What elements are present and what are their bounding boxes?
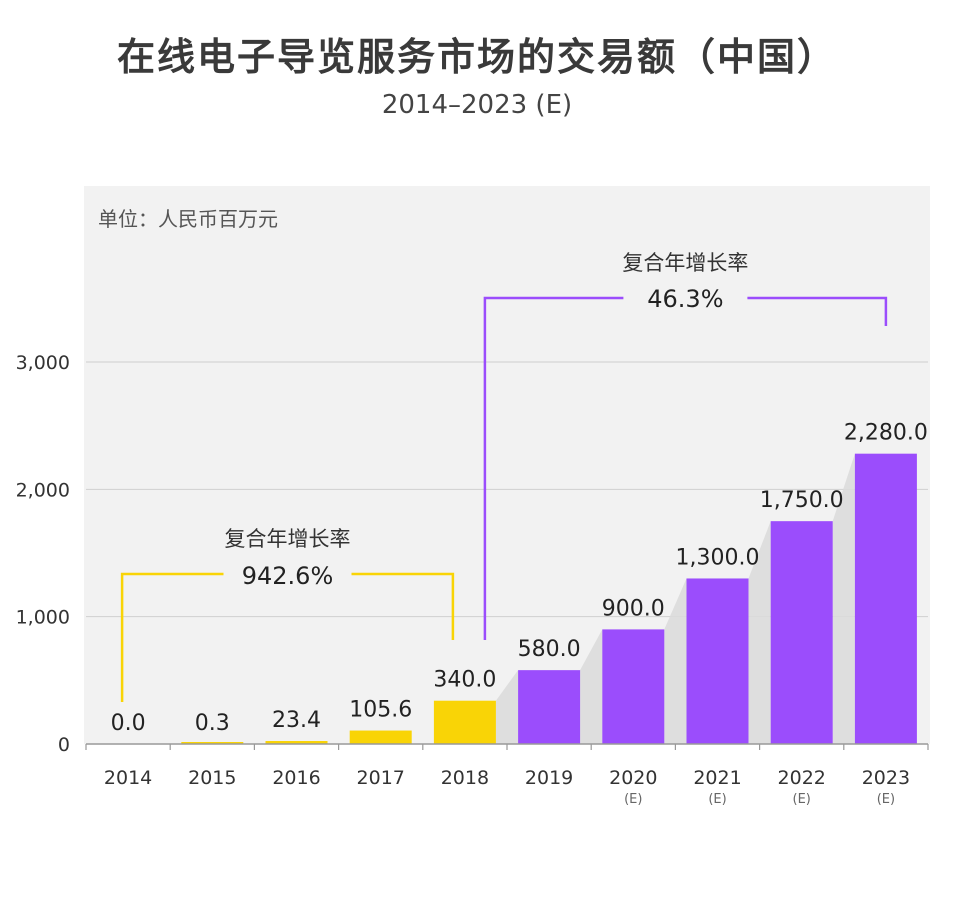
x-tick-label: 2015 bbox=[188, 767, 236, 789]
x-tick-label: 2020 bbox=[609, 767, 657, 789]
cagr-label: 复合年增长率 bbox=[225, 527, 351, 551]
value-label: 0.0 bbox=[111, 711, 146, 736]
value-label: 105.6 bbox=[349, 698, 412, 723]
bar-2016 bbox=[265, 741, 328, 744]
x-tick-sublabel: (E) bbox=[708, 792, 726, 807]
bar-2022 bbox=[770, 521, 833, 744]
y-tick-label: 0 bbox=[58, 734, 70, 756]
x-tick-sublabel: (E) bbox=[877, 792, 895, 807]
cagr-bracket-2: 复合年增长率 46.3% bbox=[483, 251, 888, 640]
value-label: 1,300.0 bbox=[676, 545, 760, 570]
growth-shading bbox=[495, 453, 855, 744]
growth-wedge bbox=[495, 670, 519, 744]
chart-title: 在线电子导览服务市场的交易额（中国） bbox=[116, 35, 837, 79]
bar-2023 bbox=[854, 453, 917, 744]
growth-wedge bbox=[580, 629, 603, 744]
y-tick-label: 2,000 bbox=[16, 479, 70, 501]
y-ticks: 0 1,000 2,000 3,000 bbox=[16, 352, 70, 756]
x-tick-label: 2016 bbox=[272, 767, 320, 789]
y-tick-label: 1,000 bbox=[16, 607, 70, 629]
cagr-label: 复合年增长率 bbox=[622, 251, 748, 275]
bars bbox=[181, 453, 917, 744]
value-label: 2,280.0 bbox=[844, 421, 928, 446]
x-ticks: 2014 2015 2016 2017 2018 2019 2020 (E) 2021 (E) 20… bbox=[104, 767, 910, 807]
x-tick-label: 2014 bbox=[104, 767, 152, 789]
bar-2017 bbox=[349, 730, 412, 744]
bar-2019 bbox=[518, 670, 581, 744]
cagr-bracket-1: 复合年增长率 942.6% bbox=[120, 527, 455, 702]
bar-2021 bbox=[686, 578, 749, 744]
bracket-line bbox=[483, 296, 888, 640]
bar-2018 bbox=[433, 700, 496, 744]
value-label: 23.4 bbox=[272, 708, 321, 733]
growth-wedge bbox=[832, 453, 855, 744]
y-tick-label: 3,000 bbox=[16, 352, 70, 374]
value-label: 1,750.0 bbox=[760, 488, 844, 513]
value-labels: 0.0 0.3 23.4 105.6 340.0 580.0 900.0 1,300.0 1,7… bbox=[111, 421, 928, 736]
value-label: 340.0 bbox=[433, 668, 496, 693]
x-tick-sublabel: (E) bbox=[793, 792, 811, 807]
cagr-value: 46.3% bbox=[647, 285, 723, 313]
x-tick-label: 2019 bbox=[525, 767, 573, 789]
growth-wedge bbox=[664, 578, 687, 744]
unit-label: 单位：人民币百万元 bbox=[98, 207, 278, 231]
x-tick-label: 2021 bbox=[693, 767, 741, 789]
x-tick-label: 2018 bbox=[441, 767, 489, 789]
value-label: 580.0 bbox=[518, 637, 581, 662]
x-tick-label: 2017 bbox=[357, 767, 405, 789]
cagr-value: 942.6% bbox=[242, 562, 334, 590]
x-tick-sublabel: (E) bbox=[624, 792, 642, 807]
axes bbox=[85, 743, 929, 750]
growth-wedge bbox=[748, 521, 771, 744]
x-tick-label: 2023 bbox=[862, 767, 910, 789]
value-label: 900.0 bbox=[602, 596, 665, 621]
bar-2015 bbox=[181, 742, 244, 744]
x-tick-label: 2022 bbox=[778, 767, 826, 789]
bar-2020 bbox=[602, 629, 665, 744]
value-label: 0.3 bbox=[195, 711, 230, 736]
cagr-annotations: 复合年增长率 942.6% 复合年增长率 46.3% bbox=[120, 251, 888, 702]
bracket-line bbox=[120, 572, 455, 702]
chart-subtitle: 2014–2023 (E) bbox=[381, 90, 573, 120]
